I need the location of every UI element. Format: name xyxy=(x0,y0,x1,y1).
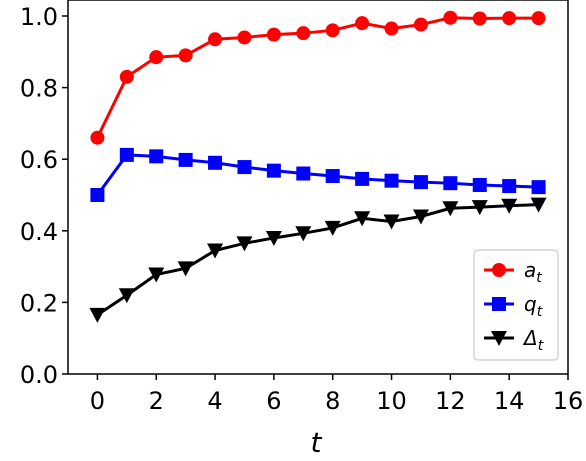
data-point xyxy=(177,261,194,277)
data-point xyxy=(384,173,399,188)
y-tick-label: 0.4 xyxy=(20,218,58,246)
legend-marker xyxy=(492,263,506,277)
x-tick-label: 2 xyxy=(149,387,164,415)
legend-label-subscript: t xyxy=(537,304,543,320)
data-point xyxy=(265,230,282,246)
data-point xyxy=(237,160,252,175)
series-line xyxy=(96,153,539,196)
legend-label-subscript: t xyxy=(538,338,544,354)
data-point xyxy=(118,288,135,304)
data-point xyxy=(443,176,458,191)
data-point xyxy=(89,307,106,323)
data-point xyxy=(149,149,164,164)
x-tick-label: 16 xyxy=(553,387,584,415)
y-tick-label: 0.8 xyxy=(20,75,58,103)
x-tick-label: 10 xyxy=(376,387,407,415)
data-point xyxy=(355,16,370,31)
x-axis-label: t xyxy=(311,426,323,459)
data-point xyxy=(531,180,546,195)
data-point xyxy=(325,23,340,38)
series-0 xyxy=(90,10,546,145)
y-tick-label: 0.0 xyxy=(20,361,58,389)
data-point xyxy=(296,166,311,181)
data-point xyxy=(443,10,458,25)
x-tick-label: 14 xyxy=(494,387,525,415)
x-tick-label: 0 xyxy=(90,387,105,415)
x-tick-label: 12 xyxy=(435,387,466,415)
data-point xyxy=(471,200,488,216)
data-point xyxy=(90,130,105,145)
plot-frame xyxy=(67,0,569,375)
data-point xyxy=(208,32,223,47)
legend-label-subscript: t xyxy=(536,270,542,286)
x-tick-label: 6 xyxy=(266,387,281,415)
data-point xyxy=(472,177,487,192)
y-tick-label: 1.0 xyxy=(20,3,58,31)
x-tick-label: 8 xyxy=(325,387,340,415)
data-point xyxy=(354,211,371,227)
data-point xyxy=(148,267,165,283)
data-point xyxy=(502,11,517,26)
legend-marker xyxy=(491,331,507,346)
series-line xyxy=(96,203,539,317)
x-tick-label: 4 xyxy=(207,387,222,415)
axes: 0 2 4 6 8 10 12 14 16 0.0 0.2 0.4 0.6 0.8 1.0 t xyxy=(20,0,583,459)
data-point xyxy=(207,243,224,259)
data-point xyxy=(502,179,517,194)
data-point xyxy=(442,201,459,217)
data-point xyxy=(355,171,370,186)
data-point xyxy=(178,152,193,167)
series-1 xyxy=(90,147,546,202)
data-point xyxy=(501,198,518,214)
legend-marker xyxy=(492,297,506,311)
data-point xyxy=(413,17,428,32)
data-point xyxy=(149,50,164,65)
data-point xyxy=(472,11,487,26)
plot-marks xyxy=(89,10,547,323)
data-point xyxy=(266,27,281,42)
data-point xyxy=(413,175,428,190)
data-point xyxy=(208,155,223,170)
data-point xyxy=(119,147,134,162)
data-point xyxy=(324,220,341,236)
data-point xyxy=(383,214,400,230)
y-tick-label: 0.2 xyxy=(20,289,58,317)
data-point xyxy=(531,11,546,26)
series-2 xyxy=(89,197,547,323)
data-point xyxy=(90,188,105,202)
data-point xyxy=(237,30,252,45)
data-point xyxy=(296,26,311,41)
data-point xyxy=(236,236,253,252)
data-point xyxy=(384,21,399,36)
data-point xyxy=(530,197,547,213)
data-point xyxy=(266,163,281,178)
data-point xyxy=(325,169,340,184)
data-point xyxy=(412,209,429,225)
y-tick-label: 0.6 xyxy=(20,146,58,174)
data-point xyxy=(119,69,134,84)
data-point xyxy=(178,48,193,63)
data-point xyxy=(295,226,312,242)
series-line xyxy=(96,16,539,139)
